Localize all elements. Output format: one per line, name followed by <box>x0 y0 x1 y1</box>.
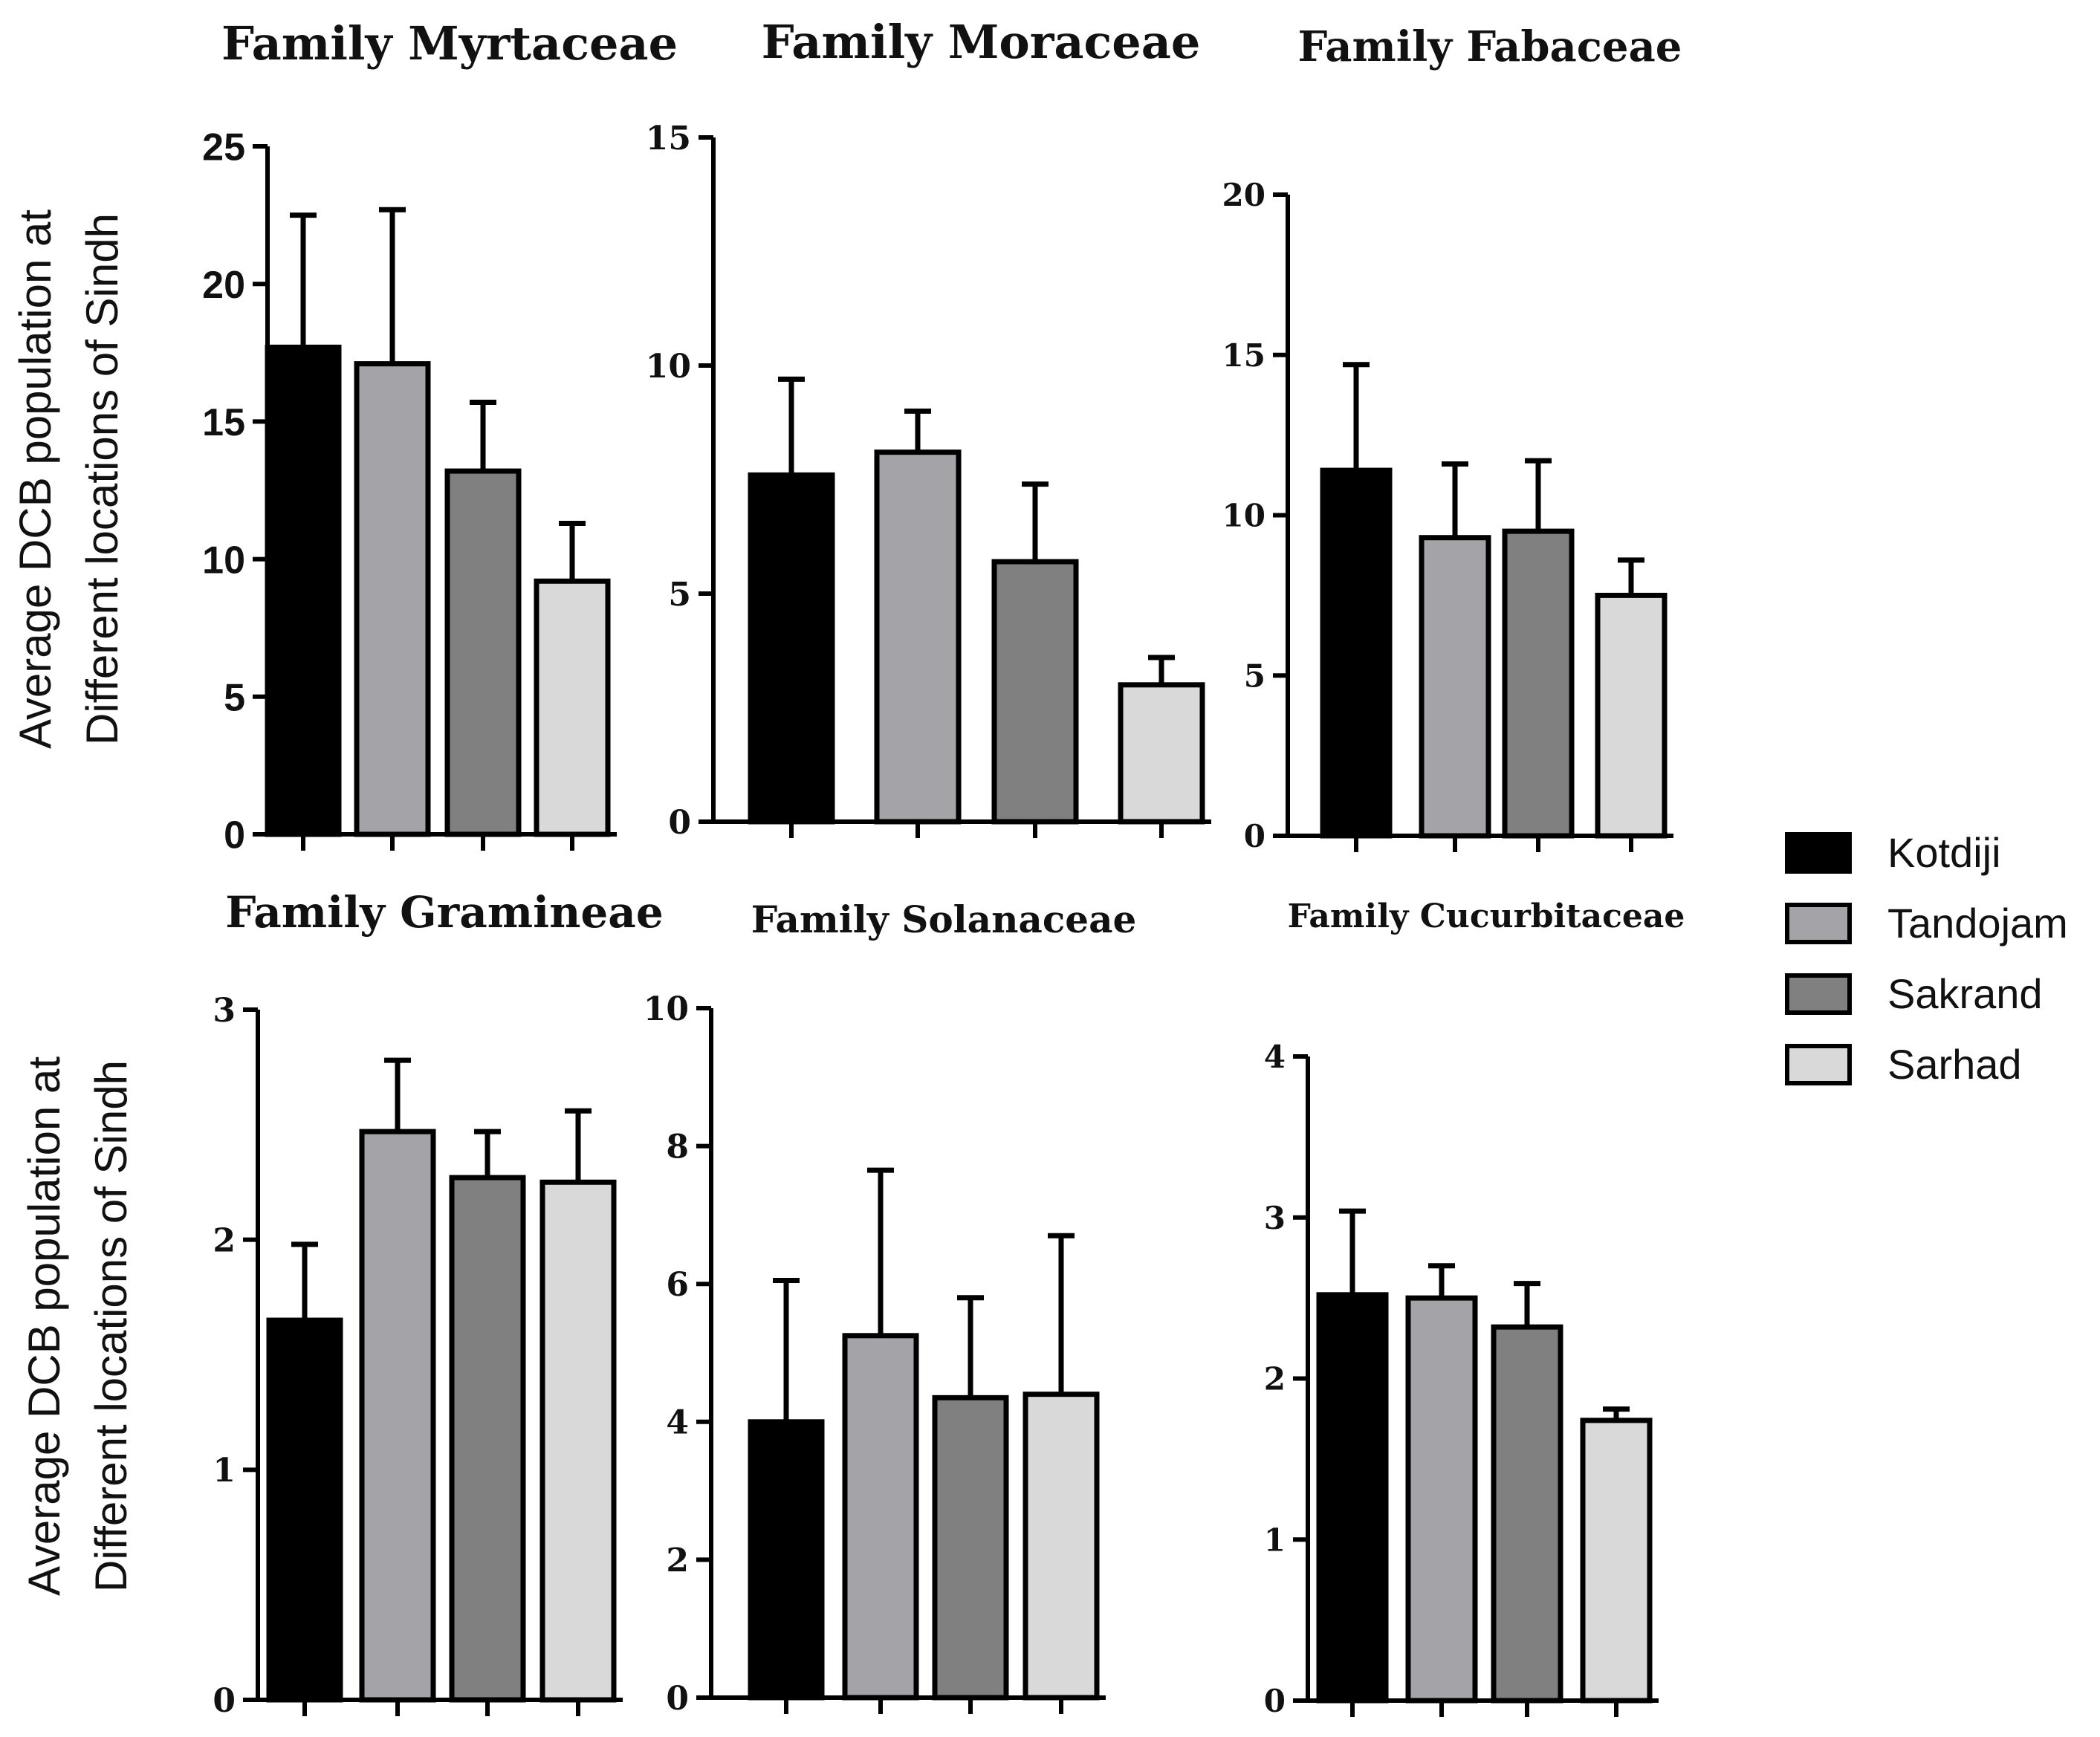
y-tick-label: 1 <box>213 1452 236 1490</box>
bar-tandojam <box>1419 535 1491 839</box>
y-tick-label: 0 <box>1264 1683 1286 1719</box>
y-tick-label: 5 <box>224 677 245 720</box>
bar-tandojam <box>874 449 962 825</box>
panel-title: Family Gramineae <box>225 887 664 938</box>
bar-tandojam <box>354 361 431 837</box>
legend-swatch-sarhad <box>1785 1044 1852 1085</box>
chart-panel-2: Family Moraceae 0 5 10 15 <box>646 15 1211 842</box>
bar-sakrand <box>1491 1324 1563 1704</box>
ylabel-bottom-line1: Average DCB population at <box>19 1056 69 1596</box>
y-tick-label: 0 <box>1244 818 1265 854</box>
bar-sakrand <box>444 468 522 837</box>
y-tick-label: 6 <box>666 1266 689 1304</box>
legend-swatch-sakrand <box>1785 973 1852 1015</box>
legend-swatch-tandojam <box>1785 903 1852 944</box>
bar-sarhad <box>1580 1418 1653 1704</box>
bar-sakrand <box>991 559 1079 825</box>
bar-sakrand <box>932 1395 1009 1701</box>
legend-label-sakrand: Sakrand <box>1887 970 2043 1017</box>
y-tick-label: 3 <box>213 992 236 1030</box>
bar-kotdiji <box>265 344 342 837</box>
bar-sarhad <box>1118 682 1205 825</box>
bar-tandojam <box>842 1333 919 1701</box>
bar-sarhad <box>539 1179 617 1703</box>
legend-swatch-kotdiji <box>1785 832 1852 874</box>
y-tick-label: 10 <box>644 990 689 1028</box>
bar-kotdiji <box>1320 467 1393 839</box>
bar-tandojam <box>1405 1295 1478 1704</box>
bar-kotdiji <box>1316 1292 1389 1704</box>
chart-panel-1: Family Myrtaceae 0 5 10 15 20 25 <box>202 16 678 857</box>
y-tick-label: 3 <box>1264 1200 1286 1236</box>
bar-kotdiji <box>266 1317 343 1703</box>
y-tick-label: 0 <box>224 814 245 857</box>
chart-panel-5: Family Solanaceae 0 2 4 6 8 10 <box>644 897 1137 1718</box>
bar-sakrand <box>1502 528 1575 839</box>
y-tick-label: 0 <box>668 804 691 842</box>
y-tick-label: 15 <box>646 120 691 158</box>
chart-panel-6: Family Cucurbitaceae 0 1 2 3 4 <box>1264 897 1685 1719</box>
chart-panel-3: Family Fabaceae 0 5 10 15 20 <box>1222 22 1682 854</box>
bar-sarhad <box>1595 592 1668 839</box>
y-tick-label: 10 <box>202 539 245 582</box>
bar-kotdiji <box>748 472 835 825</box>
y-tick-label: 5 <box>668 576 691 614</box>
panel-title: Family Solanaceae <box>751 897 1137 941</box>
bar-sarhad <box>534 578 611 837</box>
y-tick-label: 15 <box>202 401 245 444</box>
y-tick-label: 2 <box>1264 1361 1286 1397</box>
bar-sakrand <box>449 1175 526 1703</box>
chart-panel-4: Family Gramineae 0 1 2 3 <box>213 887 663 1720</box>
panel-title: Family Cucurbitaceae <box>1288 897 1685 935</box>
y-tick-label: 0 <box>666 1680 689 1718</box>
ylabel-bottom-line2: Different locations of Sindh <box>86 1060 136 1592</box>
y-tick-label: 20 <box>202 264 245 307</box>
y-tick-label: 15 <box>1222 337 1265 374</box>
y-tick-label: 1 <box>1264 1522 1286 1558</box>
y-tick-label: 8 <box>666 1128 689 1166</box>
bar-sarhad <box>1023 1392 1100 1701</box>
panel-title: Family Myrtaceae <box>221 16 678 71</box>
bar-kotdiji <box>748 1419 825 1701</box>
bar-tandojam <box>359 1129 436 1703</box>
legend: Kotdiji Tandojam Sakrand Sarhad <box>1785 829 2068 1088</box>
y-tick-label: 2 <box>213 1222 236 1260</box>
legend-label-tandojam: Tandojam <box>1887 900 2068 947</box>
y-tick-label: 5 <box>1244 658 1265 694</box>
panel-title: Family Moraceae <box>762 15 1201 69</box>
y-tick-label: 2 <box>666 1542 689 1579</box>
y-tick-label: 4 <box>1264 1039 1286 1075</box>
ylabel-top-line2: Different locations of Sindh <box>77 213 127 745</box>
legend-label-sarhad: Sarhad <box>1887 1041 2022 1088</box>
y-tick-label: 0 <box>213 1682 236 1720</box>
y-tick-label: 25 <box>202 126 245 169</box>
y-tick-label: 20 <box>1222 177 1265 213</box>
legend-label-kotdiji: Kotdiji <box>1887 829 2001 876</box>
y-tick-label: 4 <box>666 1404 689 1442</box>
panel-title: Family Fabaceae <box>1298 22 1682 71</box>
y-tick-label: 10 <box>646 348 691 386</box>
ylabel-top-line1: Average DCB population at <box>10 210 60 749</box>
y-tick-label: 10 <box>1222 498 1265 534</box>
